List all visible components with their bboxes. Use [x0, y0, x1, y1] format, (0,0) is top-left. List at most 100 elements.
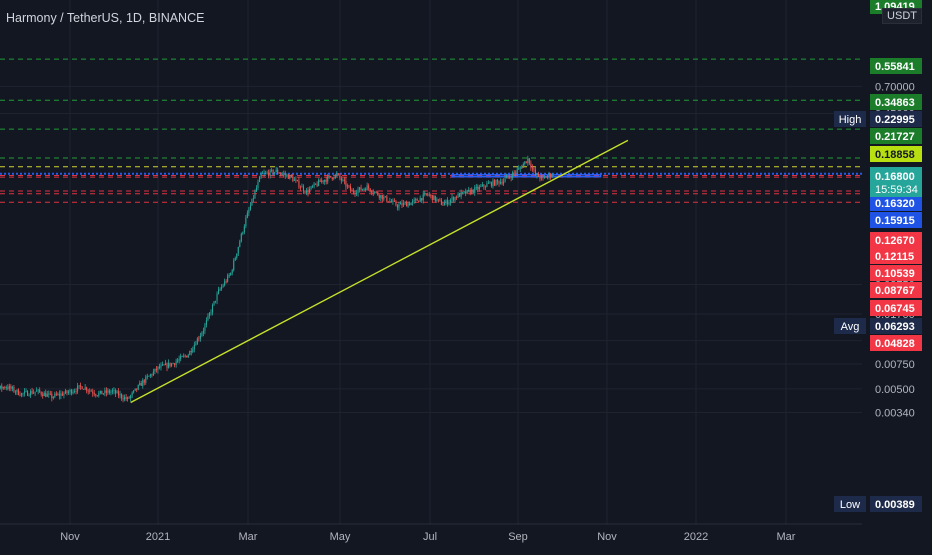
quote-unit-badge[interactable]: USDT	[882, 8, 922, 24]
price-tag-value: 0.04828	[875, 338, 915, 350]
candle-body	[505, 178, 506, 181]
candle-body	[188, 355, 189, 357]
candle-body	[179, 359, 180, 360]
candle-body	[232, 270, 233, 273]
candle-body	[295, 180, 296, 181]
candle-body	[135, 388, 136, 390]
candle-body	[206, 320, 207, 325]
candle-body	[274, 172, 275, 174]
candle-body	[520, 168, 521, 169]
candle-body	[185, 356, 186, 357]
candle-body	[539, 177, 540, 179]
candle-body	[142, 380, 143, 386]
candle-body	[535, 170, 536, 175]
candle-body	[94, 393, 95, 394]
candle-body	[239, 241, 240, 247]
candle-body	[401, 203, 402, 205]
candle-body	[141, 383, 142, 386]
candle-body	[56, 394, 57, 395]
candle-body	[514, 173, 515, 174]
candle-body	[304, 191, 305, 193]
candle-body	[276, 170, 277, 172]
candle-body	[306, 190, 307, 192]
candle-body	[19, 395, 20, 396]
candle-body	[36, 391, 37, 392]
candle-body	[467, 190, 468, 194]
candle-body	[241, 234, 242, 242]
candle-body	[126, 397, 127, 399]
price-tag-value: 0.15915	[875, 215, 915, 227]
candle-body	[386, 196, 387, 201]
candle-body	[150, 374, 151, 375]
candle-body	[332, 177, 333, 179]
candle-body	[482, 185, 483, 187]
candle-body	[253, 198, 254, 199]
candle-body	[356, 193, 357, 194]
candle-body	[72, 392, 73, 394]
candle-body	[227, 276, 228, 282]
candle-body	[338, 174, 339, 175]
candle-body	[373, 193, 374, 194]
candle-body	[174, 363, 175, 365]
grid-lines	[0, 0, 862, 524]
candle-body	[217, 294, 218, 301]
candle-body	[168, 363, 169, 368]
candle-body	[436, 199, 437, 201]
candle-body	[341, 178, 342, 180]
candle-body	[86, 387, 87, 390]
candle-body	[397, 205, 398, 207]
candle-body	[106, 390, 107, 392]
candle-body	[176, 362, 177, 365]
candle-body	[265, 173, 266, 174]
candle-body	[377, 192, 378, 195]
candle-body	[430, 195, 431, 196]
candle-body	[285, 174, 286, 176]
candle-body	[283, 174, 284, 175]
candle-body	[483, 185, 484, 187]
candle-body	[124, 397, 125, 399]
candle-body	[279, 173, 280, 174]
candle-body	[421, 198, 422, 200]
candle-body	[486, 184, 487, 187]
candle-body	[138, 385, 139, 389]
candle-body	[400, 203, 401, 204]
candle-body	[6, 387, 7, 388]
candle-body	[412, 201, 413, 203]
candle-body	[420, 198, 421, 202]
candle-body	[511, 177, 512, 178]
candle-body	[470, 190, 471, 194]
candle-body	[33, 393, 34, 394]
candle-body	[327, 176, 328, 181]
candle-body	[230, 273, 231, 275]
candle-body	[394, 201, 395, 202]
candle-body	[145, 377, 146, 383]
candle-body	[330, 176, 331, 177]
candle-body	[317, 184, 318, 186]
candle-body	[110, 392, 111, 393]
candle-body	[488, 183, 489, 184]
candle-body	[3, 387, 4, 388]
candle-body	[245, 218, 246, 226]
candle-body	[312, 186, 313, 187]
candle-body	[104, 390, 105, 393]
candle-body	[270, 170, 271, 176]
x-tick-label: Nov	[597, 531, 617, 543]
candle-body	[321, 180, 322, 181]
candle-body	[497, 180, 498, 181]
candle-body	[323, 180, 324, 181]
x-tick-label: May	[330, 531, 351, 543]
candle-body	[435, 196, 436, 201]
candle-body	[461, 192, 462, 197]
candle-body	[259, 177, 260, 182]
candle-body	[97, 395, 98, 396]
candle-body	[71, 390, 72, 393]
price-tag-label: High	[839, 114, 862, 126]
candle-body	[4, 387, 5, 388]
candle-body	[473, 190, 474, 193]
candle-body	[320, 180, 321, 182]
candle-body	[395, 201, 396, 205]
candle-body	[156, 369, 157, 370]
candle-body	[441, 200, 442, 205]
